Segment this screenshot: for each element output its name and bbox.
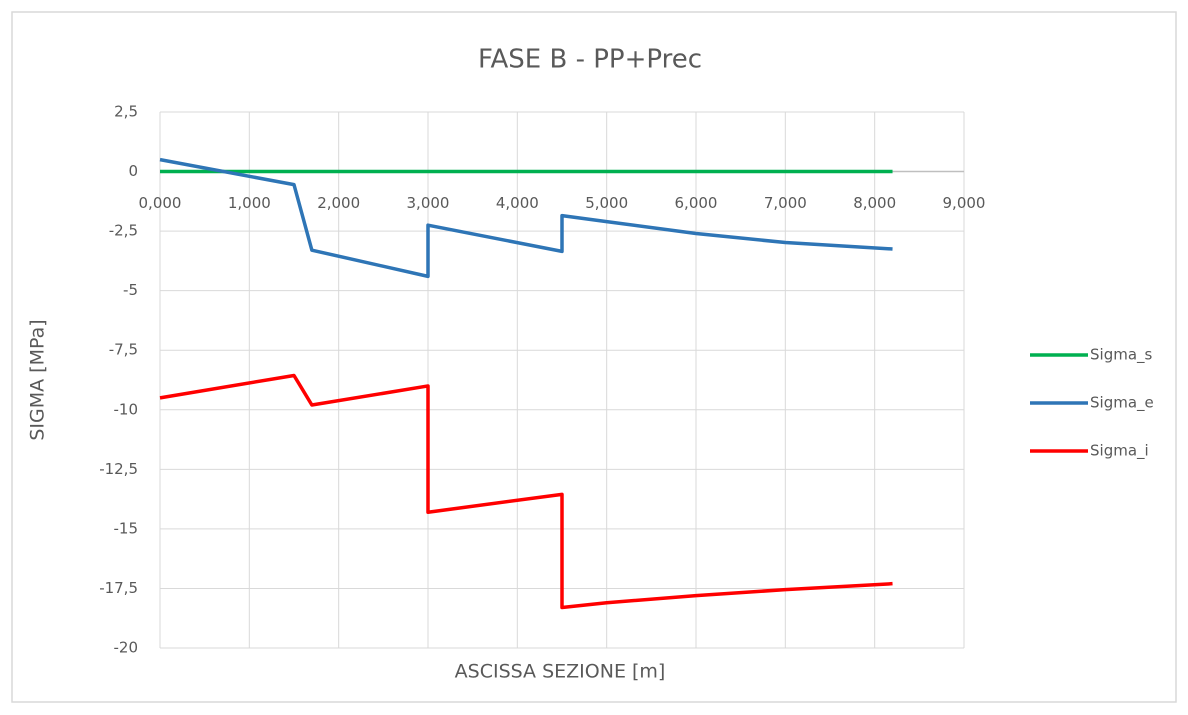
y-tick-label: -5 xyxy=(123,281,138,299)
x-axis-label: ASCISSA SEZIONE [m] xyxy=(455,661,666,683)
x-tick-label: 4,000 xyxy=(496,194,539,212)
y-tick-label: -10 xyxy=(114,400,139,418)
y-tick-label: -7,5 xyxy=(109,341,138,359)
x-tick-label: 7,000 xyxy=(764,194,807,212)
x-tick-label: 1,000 xyxy=(228,194,271,212)
x-tick-label: 5,000 xyxy=(585,194,628,212)
chart-title: FASE B - PP+Prec xyxy=(478,45,702,75)
legend-label: Sigma_s xyxy=(1090,346,1153,365)
y-tick-label: -17,5 xyxy=(99,579,138,597)
y-tick-label: -2,5 xyxy=(109,222,138,240)
x-tick-label: 3,000 xyxy=(407,194,450,212)
y-tick-label: -20 xyxy=(114,639,139,657)
legend-label: Sigma_e xyxy=(1090,394,1154,413)
y-tick-label: -12,5 xyxy=(99,460,138,478)
series-line xyxy=(159,157,893,279)
y-tick-label: -15 xyxy=(114,519,139,537)
x-tick-label: 2,000 xyxy=(317,194,360,212)
y-tick-label: 0 xyxy=(128,162,138,180)
chart-frame xyxy=(11,11,1177,703)
series-line xyxy=(159,373,893,610)
y-tick-label: 2,5 xyxy=(114,103,138,121)
legend-label: Sigma_i xyxy=(1090,442,1149,461)
y-axis-label: SIGMA [MPa] xyxy=(27,319,49,440)
x-tick-label: 9,000 xyxy=(943,194,986,212)
x-tick-label: 6,000 xyxy=(675,194,718,212)
x-tick-label: 0,000 xyxy=(139,194,182,212)
x-tick-label: 8,000 xyxy=(853,194,896,212)
